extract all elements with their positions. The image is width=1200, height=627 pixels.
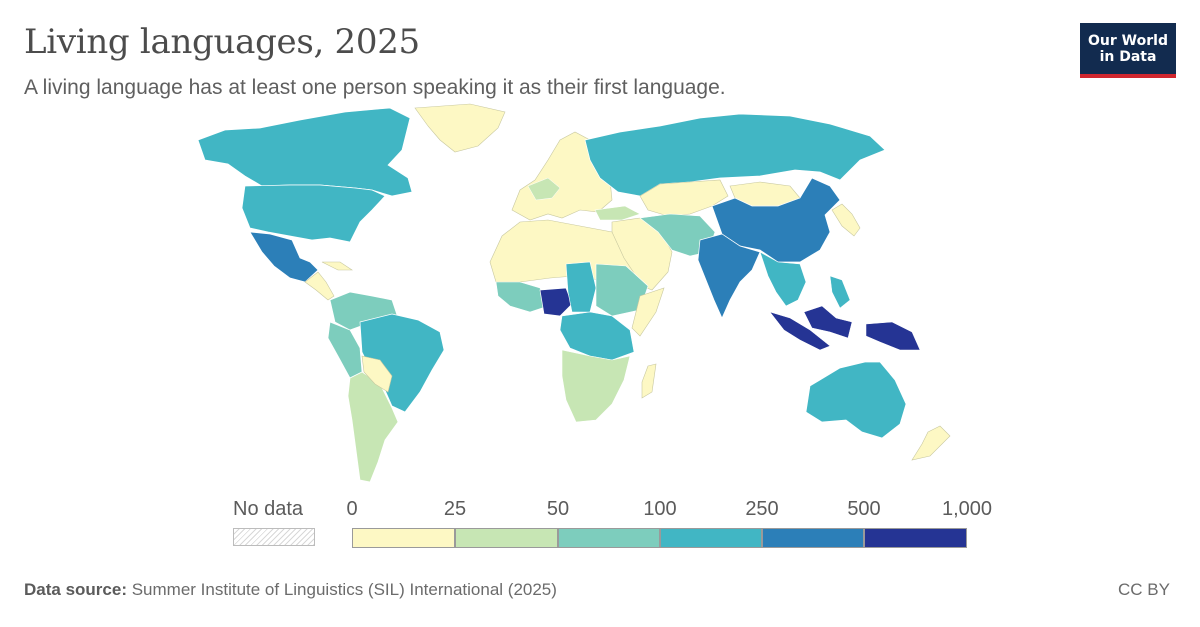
cameroon-chad[interactable] [565, 261, 597, 313]
kazakhstan-central-asia[interactable] [639, 179, 729, 217]
southeast-asia[interactable] [759, 251, 807, 307]
somalia[interactable] [631, 287, 665, 337]
legend-tick-0: 0 [346, 498, 358, 520]
borneo-sulawesi[interactable] [803, 305, 853, 339]
chart-subtitle: A living language has at least one perso… [24, 76, 726, 99]
legend-bin-5[interactable] [762, 528, 864, 548]
new-zealand[interactable] [911, 425, 951, 461]
legend: No data 0 25 50 100 250 500 1,000 [0, 490, 1200, 560]
legend-bin-3[interactable] [558, 528, 660, 548]
legend-bin-1[interactable] [352, 528, 455, 548]
nigeria[interactable] [539, 287, 573, 317]
legend-tick-100: 100 [643, 498, 677, 520]
chart-title: Living languages, 2025 [24, 22, 420, 62]
owid-logo[interactable]: Our World in Data [1080, 23, 1176, 78]
india[interactable] [697, 233, 761, 319]
bolivia-paraguay[interactable] [361, 355, 393, 393]
legend-tick-25: 25 [443, 498, 467, 520]
papua-new-guinea[interactable] [865, 321, 921, 351]
data-source: Data source: Summer Institute of Linguis… [24, 580, 557, 600]
canada-alaska[interactable] [197, 107, 413, 197]
mexico[interactable] [249, 231, 319, 283]
australia[interactable] [805, 361, 907, 439]
legend-bin-4[interactable] [660, 528, 762, 548]
europe-central[interactable] [527, 177, 561, 201]
data-source-label: Data source: [24, 580, 127, 599]
logo-line-2: in Data [1099, 48, 1157, 65]
legend-no-data-swatch [233, 528, 315, 546]
madagascar[interactable] [641, 363, 657, 399]
legend-tick-1000: 1,000 [941, 498, 993, 520]
peru[interactable] [327, 321, 363, 379]
central-africa[interactable] [559, 311, 635, 361]
data-source-text[interactable]: Summer Institute of Linguistics (SIL) In… [131, 580, 557, 599]
indonesia[interactable] [769, 311, 831, 351]
china[interactable] [711, 177, 841, 263]
usa[interactable] [241, 184, 386, 243]
legend-tick-50: 50 [546, 498, 570, 520]
legend-tick-500: 500 [847, 498, 881, 520]
japan-korea[interactable] [831, 203, 861, 237]
legend-tick-250: 250 [745, 498, 779, 520]
logo-line-1: Our World [1088, 32, 1168, 49]
philippines[interactable] [829, 275, 851, 309]
license-label[interactable]: CC BY [1118, 580, 1170, 599]
world-map [197, 103, 951, 483]
west-africa[interactable] [495, 281, 549, 313]
southern-africa[interactable] [561, 349, 631, 423]
central-america[interactable] [304, 271, 335, 301]
russia[interactable] [584, 113, 886, 197]
legend-no-data-label: No data [233, 498, 304, 520]
legend-bin-6[interactable] [864, 528, 967, 548]
legend-bin-2[interactable] [455, 528, 558, 548]
cuba[interactable] [321, 261, 353, 271]
greenland[interactable] [414, 103, 506, 153]
turkey[interactable] [594, 205, 641, 221]
